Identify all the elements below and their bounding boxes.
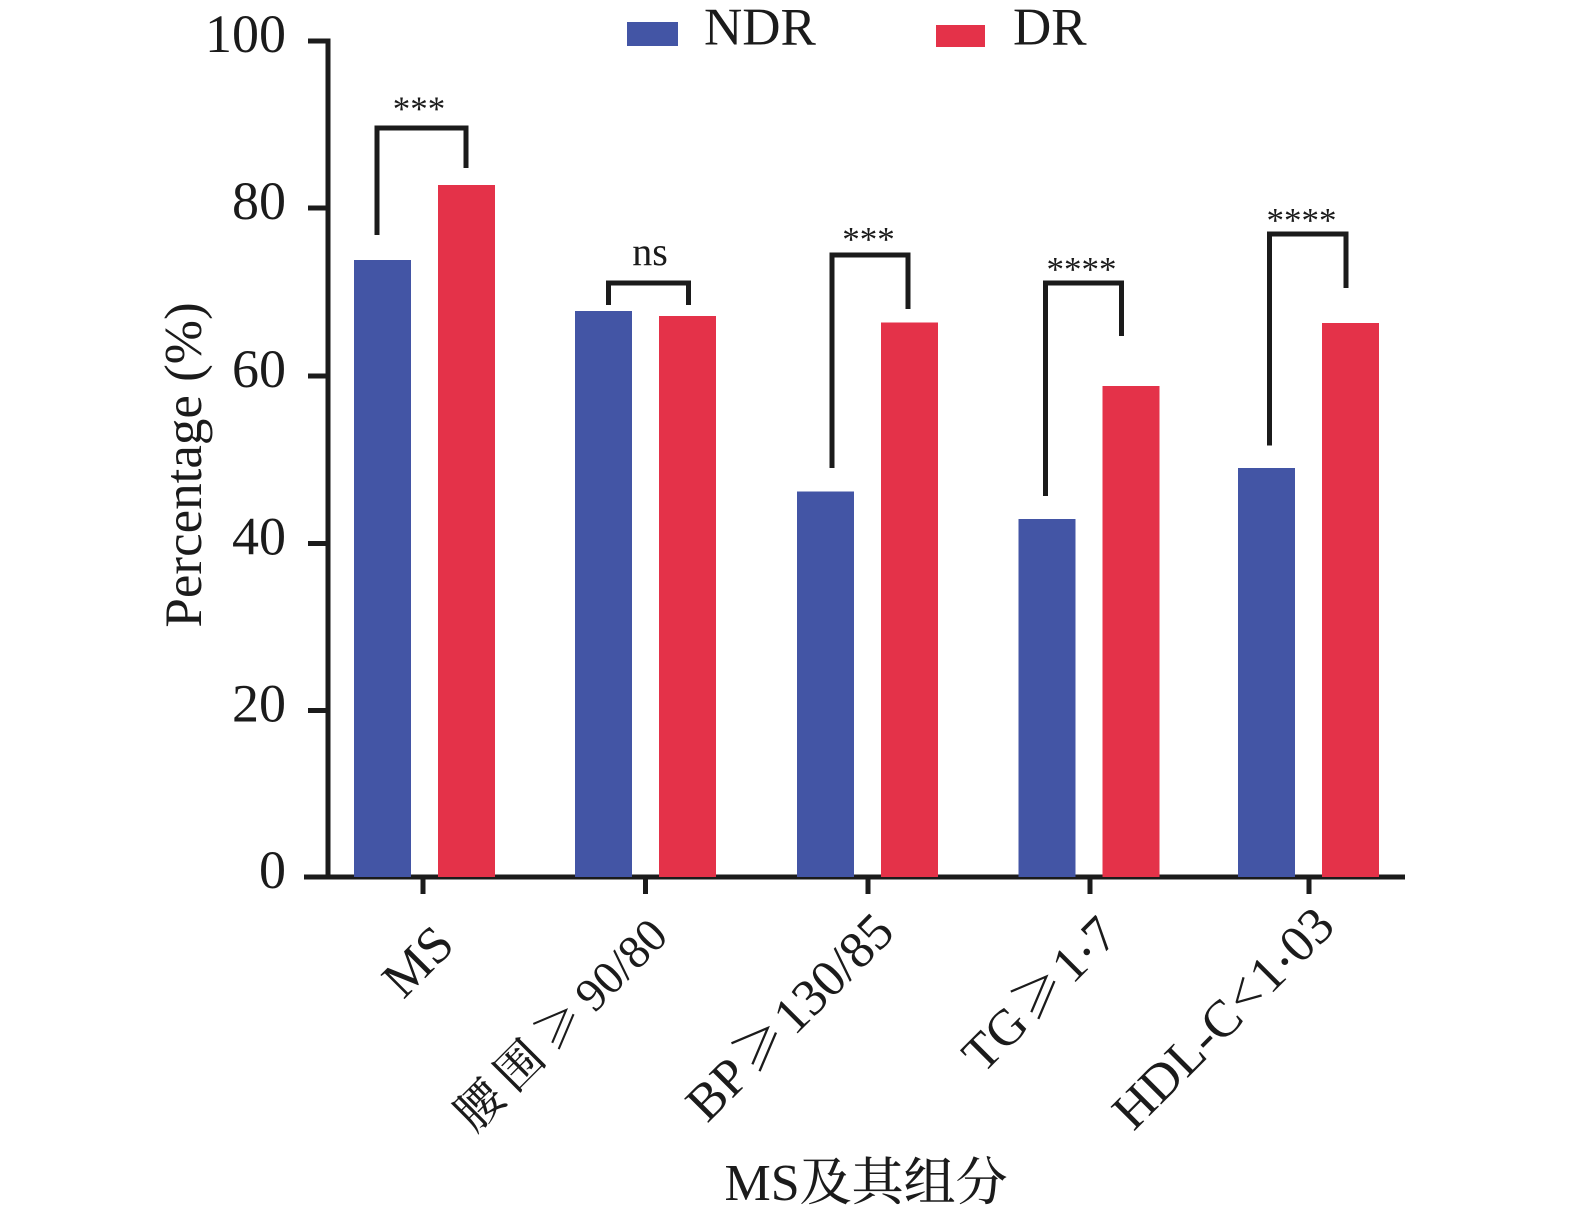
svg-text:***: ***: [393, 90, 446, 129]
svg-text:****: ****: [1047, 250, 1117, 289]
svg-text:40: 40: [232, 507, 286, 567]
svg-text:Percentage (%): Percentage (%): [155, 302, 213, 627]
svg-text:20: 20: [232, 674, 286, 734]
svg-text:***: ***: [842, 220, 895, 259]
svg-text:****: ****: [1267, 201, 1337, 240]
svg-text:MS: MS: [725, 1155, 800, 1212]
svg-text:DR: DR: [1013, 0, 1087, 57]
svg-text:60: 60: [232, 339, 286, 399]
svg-text:80: 80: [232, 171, 286, 231]
svg-text:ns: ns: [632, 229, 668, 274]
svg-text:NDR: NDR: [704, 0, 817, 57]
svg-text:100: 100: [205, 4, 286, 64]
svg-text:0: 0: [259, 840, 286, 900]
